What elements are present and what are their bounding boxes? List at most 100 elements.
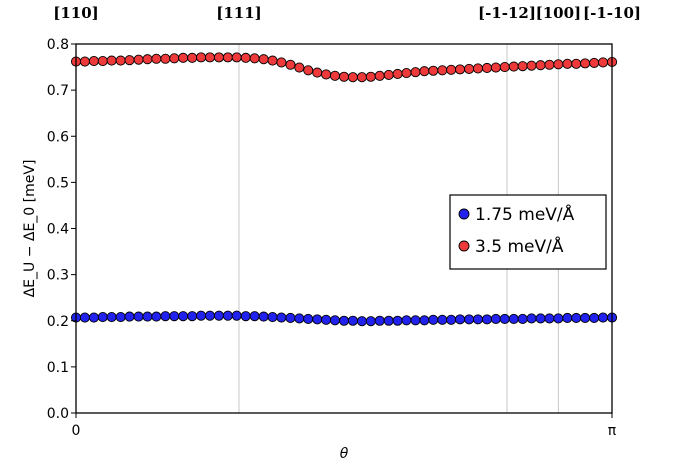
data-point [464,63,475,74]
data-point [428,65,439,76]
data-point [151,53,162,64]
data-point [258,311,269,322]
legend-marker [458,240,470,252]
data-point [356,316,367,327]
data-point [365,316,376,327]
data-point [88,312,99,323]
data-point [133,54,144,65]
y-tick-label: 0.8 [47,37,69,53]
data-point [499,62,510,73]
data-point [142,54,153,65]
data-point [222,52,233,63]
y-tick-label: 0.2 [47,314,69,330]
legend: 1.75 meV/Å 3.5 meV/Å [449,194,607,270]
data-point [553,313,564,324]
data-point [276,312,287,323]
data-point [249,53,260,64]
data-point [589,57,600,68]
series-1 [70,310,618,327]
data-point [347,315,358,326]
data-point [455,64,466,75]
data-point [267,55,278,66]
data-point [196,52,207,63]
data-point [553,59,564,70]
y-axis-ticks: 0.0 0.1 0.2 0.3 0.4 0.5 0.6 0.7 0.8 [47,37,76,422]
data-point [374,70,385,81]
data-point [455,314,466,325]
data-point [124,311,135,322]
legend-entry: 1.75 meV/Å [475,203,575,225]
data-point [79,56,90,67]
data-point [490,62,501,73]
data-point [312,314,323,325]
data-point [472,63,484,74]
data-point [178,311,189,322]
data-point [196,310,207,321]
data-point [490,313,501,324]
data-series [70,52,618,327]
data-point [285,312,296,324]
data-point [419,66,430,77]
data-point [231,52,242,63]
data-point [294,62,305,73]
data-point [383,315,394,326]
data-point [160,311,171,322]
y-tick-label: 0.6 [47,129,69,145]
data-point [294,313,305,324]
data-point [597,57,609,68]
data-point [187,311,198,322]
data-point [437,314,448,325]
data-point [338,315,350,326]
data-point [499,313,510,324]
legend-entry: 3.5 meV/Å [475,235,564,257]
data-point [329,70,341,81]
data-point [419,315,430,326]
data-point [464,314,475,325]
data-point [115,312,126,323]
x-tick-label: π [608,423,617,439]
data-point [446,64,457,75]
data-point [88,56,99,67]
data-point [437,65,448,76]
data-point [410,67,421,78]
data-point [303,313,314,324]
data-point [446,314,457,325]
data-point [115,55,126,66]
data-point [580,58,591,69]
y-tick-label: 0.3 [47,268,69,284]
data-point [517,61,528,72]
direction-label: [110] [53,4,99,22]
data-point [106,312,117,323]
data-point [169,311,180,322]
series-2 [70,52,618,83]
data-point [508,313,519,324]
data-point [481,314,493,325]
data-point [508,61,519,72]
data-point [276,57,287,68]
data-point [562,58,573,69]
data-point [97,312,108,323]
data-point [347,72,358,83]
data-point [374,315,385,326]
data-point [356,72,367,83]
y-tick-label: 0.7 [47,83,69,99]
data-point [562,312,573,324]
data-point [169,53,180,64]
data-point [267,312,278,323]
data-point [526,313,537,324]
data-point [580,312,591,324]
data-point [589,312,600,324]
data-point [571,312,582,324]
data-point [535,60,546,71]
data-point [303,65,314,76]
y-tick-label: 0.0 [47,406,69,422]
data-point [365,71,376,82]
direction-label: [100] [536,4,582,22]
direction-label: [111] [216,4,262,22]
legend-box [449,194,607,270]
data-point [160,53,171,64]
data-point [535,313,546,324]
data-point [213,310,225,321]
data-point [231,310,242,321]
